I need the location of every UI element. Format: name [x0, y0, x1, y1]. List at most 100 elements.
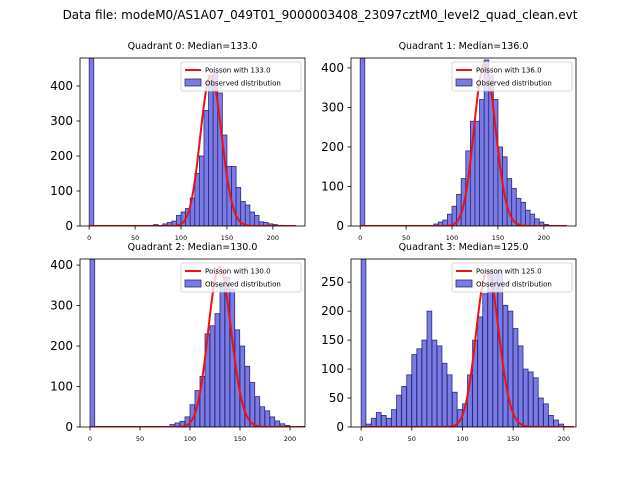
histogram-bar: [477, 316, 483, 427]
legend-hist-swatch: [455, 279, 473, 288]
histogram-bar: [254, 215, 260, 226]
y-tick-label: 300: [50, 114, 73, 128]
legend-hist-swatch: [455, 78, 473, 87]
legend-box: [180, 61, 302, 92]
x-tick-label: 100: [175, 234, 187, 242]
subplot-title: Quadrant 3: Median=125.0: [399, 242, 529, 253]
histogram-bar: [269, 416, 276, 427]
y-tick-label: 0: [65, 420, 73, 434]
histogram-bar: [411, 354, 417, 427]
histogram-bar: [522, 368, 529, 427]
x-tick-label: 50: [131, 234, 139, 242]
x-tick-label: 200: [284, 435, 296, 443]
histogram-bar: [529, 213, 536, 226]
legend-label-observed: Observed distribution: [205, 80, 281, 88]
y-tick-label: 400: [321, 61, 344, 75]
histogram-bar: [474, 120, 480, 226]
x-tick-label: 0: [87, 234, 91, 242]
histogram-bar: [534, 218, 540, 226]
histogram-bar: [558, 423, 564, 427]
legend-label-poisson: Poisson with 136.0: [476, 67, 542, 75]
subplot-quadrant-2: 0 50 100 150 200 0 100 200 300 400 Quadrant 2: Med…: [50, 242, 306, 443]
subplot-quadrant-0: 0 50 100 150 200 0 100 200 300 400 Quadrant 0: Med…: [50, 41, 306, 242]
legend-label-poisson: Poisson with 125.0: [476, 268, 542, 276]
histogram-bar: [487, 270, 493, 427]
x-tick-label: 0: [88, 435, 92, 443]
subplot-quadrant-1: 0 50 100 150 200 0 100 200 300 400 Quadrant 1: Med…: [321, 41, 577, 242]
histogram-bar: [203, 110, 209, 226]
x-tick-label: 200: [538, 234, 550, 242]
histogram-bar: [533, 377, 539, 427]
histogram-bar: [421, 339, 428, 427]
x-tick-label: 150: [221, 234, 233, 242]
histogram-bar: [538, 397, 544, 427]
histogram-bar: [259, 406, 266, 427]
histogram-bar: [482, 293, 488, 427]
y-tick-label: 400: [50, 79, 73, 93]
x-tick-label: 50: [136, 435, 144, 443]
y-tick-label: 200: [50, 149, 73, 163]
histogram-bar: [214, 313, 221, 427]
histogram-bars: [88, 58, 283, 226]
x-tick-label: 150: [234, 435, 246, 443]
legend-box: [180, 262, 302, 293]
y-tick-label: 400: [50, 258, 73, 272]
histogram-bar: [406, 374, 412, 427]
histogram-bar: [370, 417, 377, 427]
legend: Poisson with 130.0 Observed distribution: [180, 262, 302, 293]
legend-box: [451, 61, 573, 92]
histogram-bar: [198, 155, 205, 226]
legend-label-observed: Observed distribution: [476, 281, 552, 289]
legend-label-poisson: Poisson with 133.0: [205, 67, 271, 75]
histogram-bar: [512, 328, 519, 427]
legend-box: [451, 262, 573, 293]
subplot-quadrant-3: 0 50 100 150 200 0 50 100 150 200 250 Quadrant 3: M…: [321, 242, 577, 443]
histogram-bar: [208, 75, 214, 226]
x-tick-label: 100: [456, 435, 468, 443]
histogram-bar: [359, 58, 366, 226]
x-tick-label: 100: [446, 234, 458, 242]
x-tick-label: 200: [267, 234, 279, 242]
histogram-bar: [244, 204, 251, 226]
legend: Poisson with 136.0 Observed distribution: [451, 61, 573, 92]
legend-label-observed: Observed distribution: [205, 281, 281, 289]
histogram-bar: [88, 58, 95, 226]
x-tick-label: 150: [492, 234, 504, 242]
histogram-bar: [249, 211, 255, 226]
histogram-bar: [249, 382, 256, 427]
histogram-bar: [219, 284, 226, 427]
histogram-bar: [553, 419, 559, 427]
x-tick-label: 150: [507, 435, 519, 443]
histogram-bar: [386, 417, 392, 427]
histogram-bar: [381, 415, 387, 427]
x-tick-label: 100: [184, 435, 196, 443]
histogram-bar: [506, 178, 513, 226]
subplot-title: Quadrant 2: Median=130.0: [128, 242, 258, 253]
y-tick-label: 300: [50, 299, 73, 313]
y-tick-label: 100: [321, 362, 344, 376]
y-tick-label: 200: [50, 339, 73, 353]
histogram-bar: [431, 339, 438, 427]
legend-hist-swatch: [184, 279, 202, 288]
axes-frame: [79, 258, 306, 428]
subplot-title: Quadrant 0: Median=133.0: [128, 41, 258, 52]
x-tick-label: 0: [359, 435, 363, 443]
histogram-bar: [441, 362, 448, 427]
legend: Poisson with 133.0 Observed distribution: [180, 61, 302, 92]
histogram-bar: [525, 209, 531, 226]
y-tick-label: 0: [65, 219, 73, 233]
histogram-bar: [548, 415, 554, 427]
histogram-bar: [416, 348, 423, 427]
legend-label-poisson: Poisson with 130.0: [205, 268, 271, 276]
histogram-bar: [231, 166, 237, 226]
histogram-bar: [391, 409, 397, 427]
x-tick-label: 50: [408, 435, 416, 443]
x-tick-label: 200: [558, 435, 570, 443]
histogram-bar: [515, 197, 522, 226]
histogram-bar: [520, 201, 526, 226]
subplot-title: Quadrant 1: Median=136.0: [399, 41, 529, 52]
axes-frame: [350, 258, 577, 428]
y-tick-label: 0: [336, 420, 344, 434]
y-tick-label: 100: [50, 184, 73, 198]
